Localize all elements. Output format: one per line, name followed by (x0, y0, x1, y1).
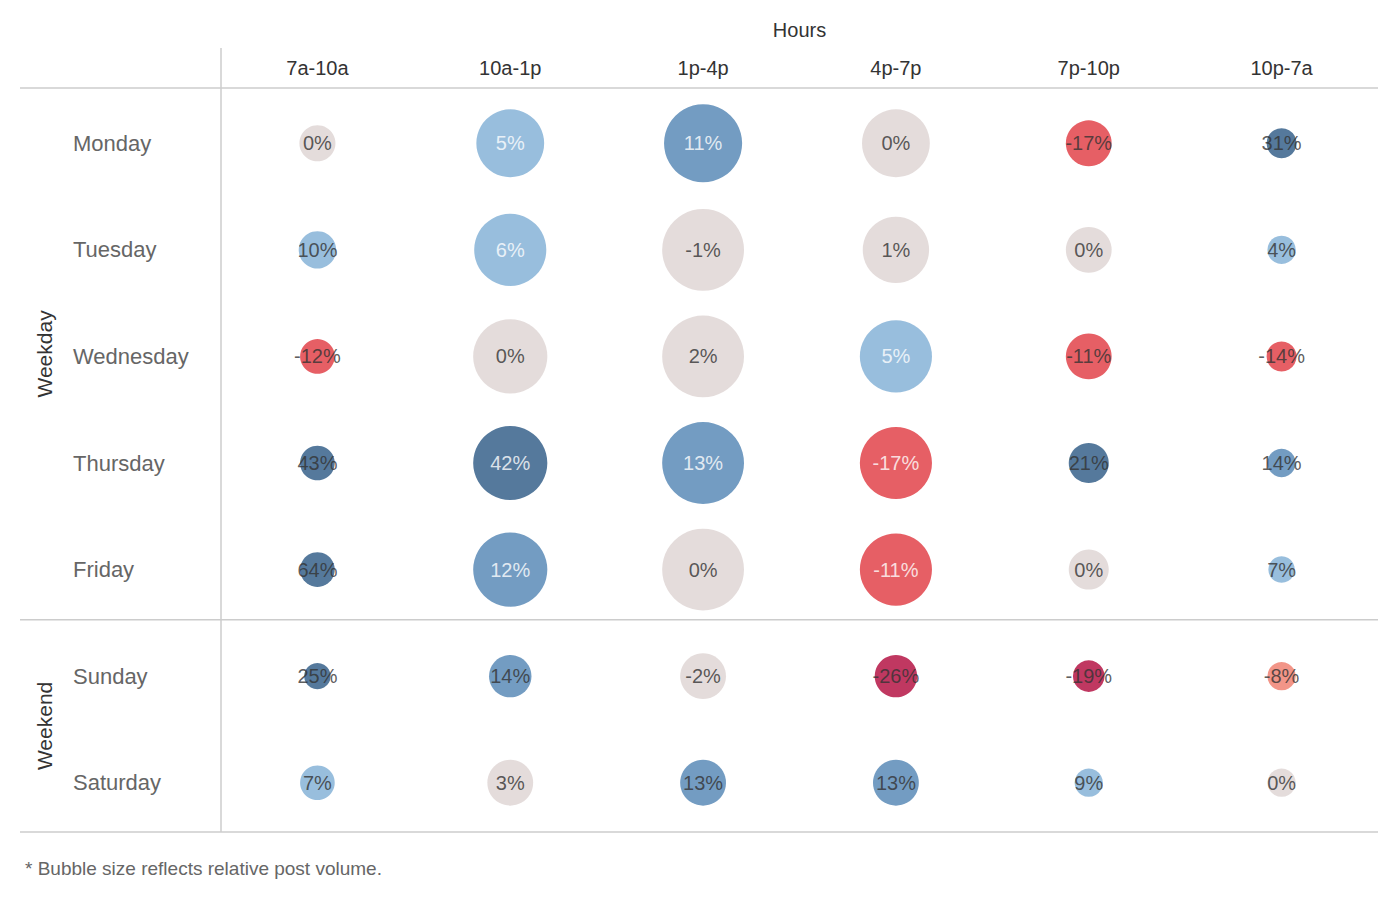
svg-text:-14%: -14% (1258, 345, 1305, 367)
svg-text:9%: 9% (1074, 772, 1103, 794)
svg-text:10p-7a: 10p-7a (1250, 57, 1313, 79)
svg-text:0%: 0% (303, 132, 332, 154)
svg-text:Friday: Friday (73, 557, 134, 582)
svg-text:Hours: Hours (773, 19, 826, 41)
svg-text:0%: 0% (1267, 772, 1296, 794)
svg-text:4p-7p: 4p-7p (870, 57, 921, 79)
svg-text:Sunday: Sunday (73, 664, 148, 689)
svg-text:-19%: -19% (1065, 665, 1112, 687)
svg-text:-2%: -2% (685, 665, 721, 687)
svg-text:-11%: -11% (873, 559, 918, 581)
svg-text:0%: 0% (689, 559, 718, 581)
svg-text:64%: 64% (297, 559, 337, 581)
svg-text:-17%: -17% (1065, 132, 1112, 154)
svg-text:6%: 6% (496, 239, 525, 261)
svg-text:14%: 14% (1262, 452, 1302, 474)
svg-text:-11%: -11% (1066, 345, 1111, 367)
svg-text:4%: 4% (1267, 239, 1296, 261)
svg-text:42%: 42% (490, 452, 530, 474)
svg-text:-1%: -1% (685, 239, 721, 261)
svg-text:Monday: Monday (73, 131, 151, 156)
svg-text:Saturday: Saturday (73, 770, 161, 795)
svg-text:7%: 7% (1267, 559, 1296, 581)
svg-text:Weekend: Weekend (33, 682, 56, 770)
svg-text:-26%: -26% (873, 665, 920, 687)
svg-text:* Bubble size reflects relativ: * Bubble size reflects relative post vol… (25, 858, 382, 879)
svg-text:0%: 0% (881, 132, 910, 154)
svg-text:25%: 25% (297, 665, 337, 687)
svg-text:13%: 13% (876, 772, 916, 794)
svg-text:-17%: -17% (873, 452, 920, 474)
svg-text:14%: 14% (490, 665, 530, 687)
svg-text:7a-10a: 7a-10a (286, 57, 349, 79)
svg-text:10%: 10% (297, 239, 337, 261)
svg-text:0%: 0% (496, 345, 525, 367)
svg-text:11%: 11% (684, 132, 723, 154)
svg-text:13%: 13% (683, 452, 723, 474)
svg-text:Thursday: Thursday (73, 451, 165, 476)
svg-text:-12%: -12% (294, 345, 341, 367)
svg-text:1p-4p: 1p-4p (678, 57, 729, 79)
svg-text:7p-10p: 7p-10p (1058, 57, 1120, 79)
svg-text:2%: 2% (689, 345, 718, 367)
svg-text:7%: 7% (303, 772, 332, 794)
svg-text:3%: 3% (496, 772, 525, 794)
svg-text:12%: 12% (490, 559, 530, 581)
svg-text:13%: 13% (683, 772, 723, 794)
svg-text:21%: 21% (1069, 452, 1109, 474)
svg-text:Wednesday: Wednesday (73, 344, 189, 369)
svg-text:0%: 0% (1074, 239, 1103, 261)
svg-text:10a-1p: 10a-1p (479, 57, 541, 79)
svg-text:5%: 5% (496, 132, 525, 154)
svg-text:43%: 43% (297, 452, 337, 474)
svg-text:0%: 0% (1074, 559, 1103, 581)
svg-text:Weekday: Weekday (33, 310, 56, 398)
svg-text:31%: 31% (1262, 132, 1302, 154)
svg-text:5%: 5% (881, 345, 910, 367)
svg-text:Tuesday: Tuesday (73, 237, 157, 262)
svg-text:1%: 1% (881, 239, 910, 261)
svg-text:-8%: -8% (1264, 665, 1300, 687)
